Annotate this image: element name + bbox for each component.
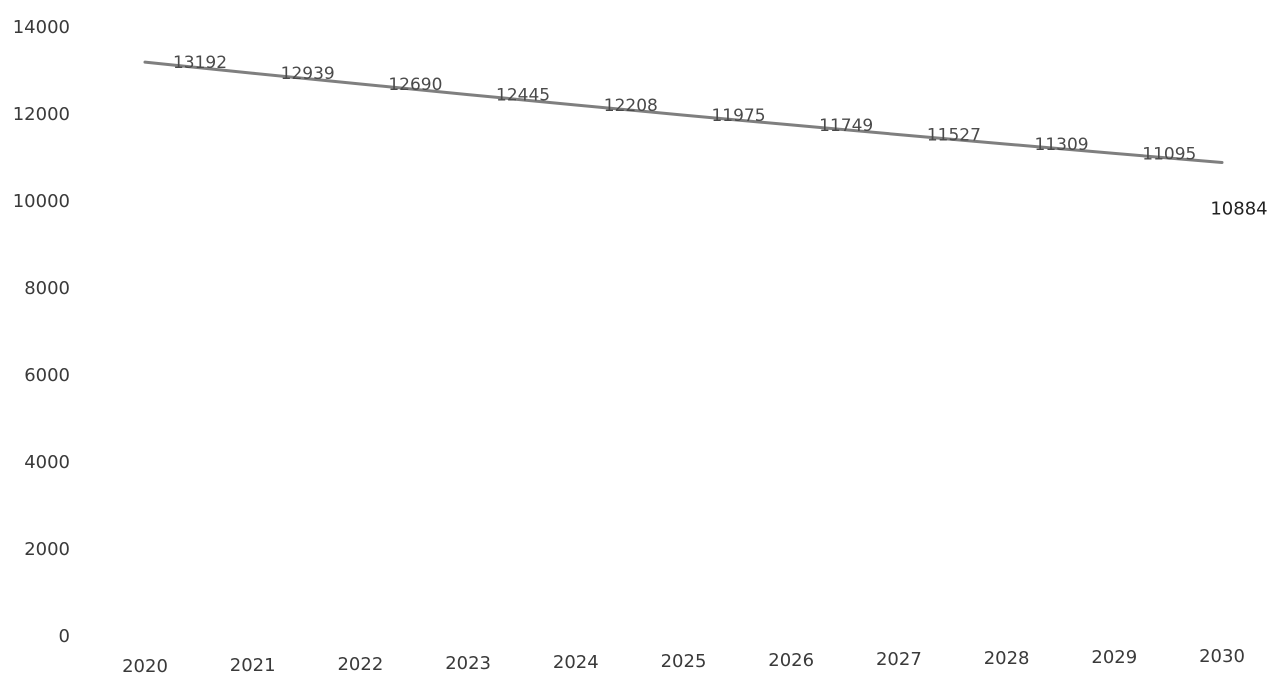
x-tick-label: 2026	[768, 650, 814, 671]
x-tick-label: 2028	[984, 648, 1030, 669]
data-label: 13192	[173, 53, 227, 73]
y-tick-label: 10000	[13, 191, 70, 212]
y-tick-label: 6000	[24, 365, 70, 386]
y-tick-label: 0	[59, 626, 70, 647]
x-tick-label: 2024	[553, 652, 599, 673]
x-axis-ticks: 2020 2021 2022 2023 2024 2025 2026 2027 2028 2029…	[122, 646, 1245, 673]
y-tick-label: 4000	[24, 452, 70, 473]
y-tick-label: 8000	[24, 278, 70, 299]
y-tick-label: 12000	[13, 104, 70, 125]
x-tick-label: 2021	[230, 655, 276, 673]
y-tick-label: 2000	[24, 539, 70, 560]
data-labels: 13192 12939 12690 12445 12208 11975 11749 11527…	[173, 53, 1268, 219]
x-tick-label: 2030	[1199, 646, 1245, 667]
x-tick-label: 2020	[122, 656, 168, 673]
data-label: 11975	[711, 106, 765, 126]
data-label: 11749	[819, 116, 873, 136]
x-tick-label: 2025	[661, 651, 707, 672]
data-label: 10884	[1210, 199, 1267, 220]
data-label: 12445	[496, 86, 550, 106]
x-tick-label: 2027	[876, 649, 922, 670]
data-label: 12208	[604, 96, 658, 116]
x-tick-label: 2029	[1091, 647, 1137, 668]
y-tick-label: 14000	[13, 17, 70, 38]
x-tick-label: 2023	[445, 653, 491, 673]
series-line	[143, 60, 1224, 164]
x-tick-label: 2022	[337, 654, 383, 673]
data-label: 12939	[281, 64, 335, 84]
data-label: 11095	[1142, 144, 1196, 164]
data-label: 11309	[1035, 135, 1089, 155]
y-axis-ticks: 0 2000 4000 6000 8000 10000 12000 14000	[13, 17, 70, 647]
data-label: 11527	[927, 126, 981, 146]
data-label: 12690	[388, 75, 442, 95]
